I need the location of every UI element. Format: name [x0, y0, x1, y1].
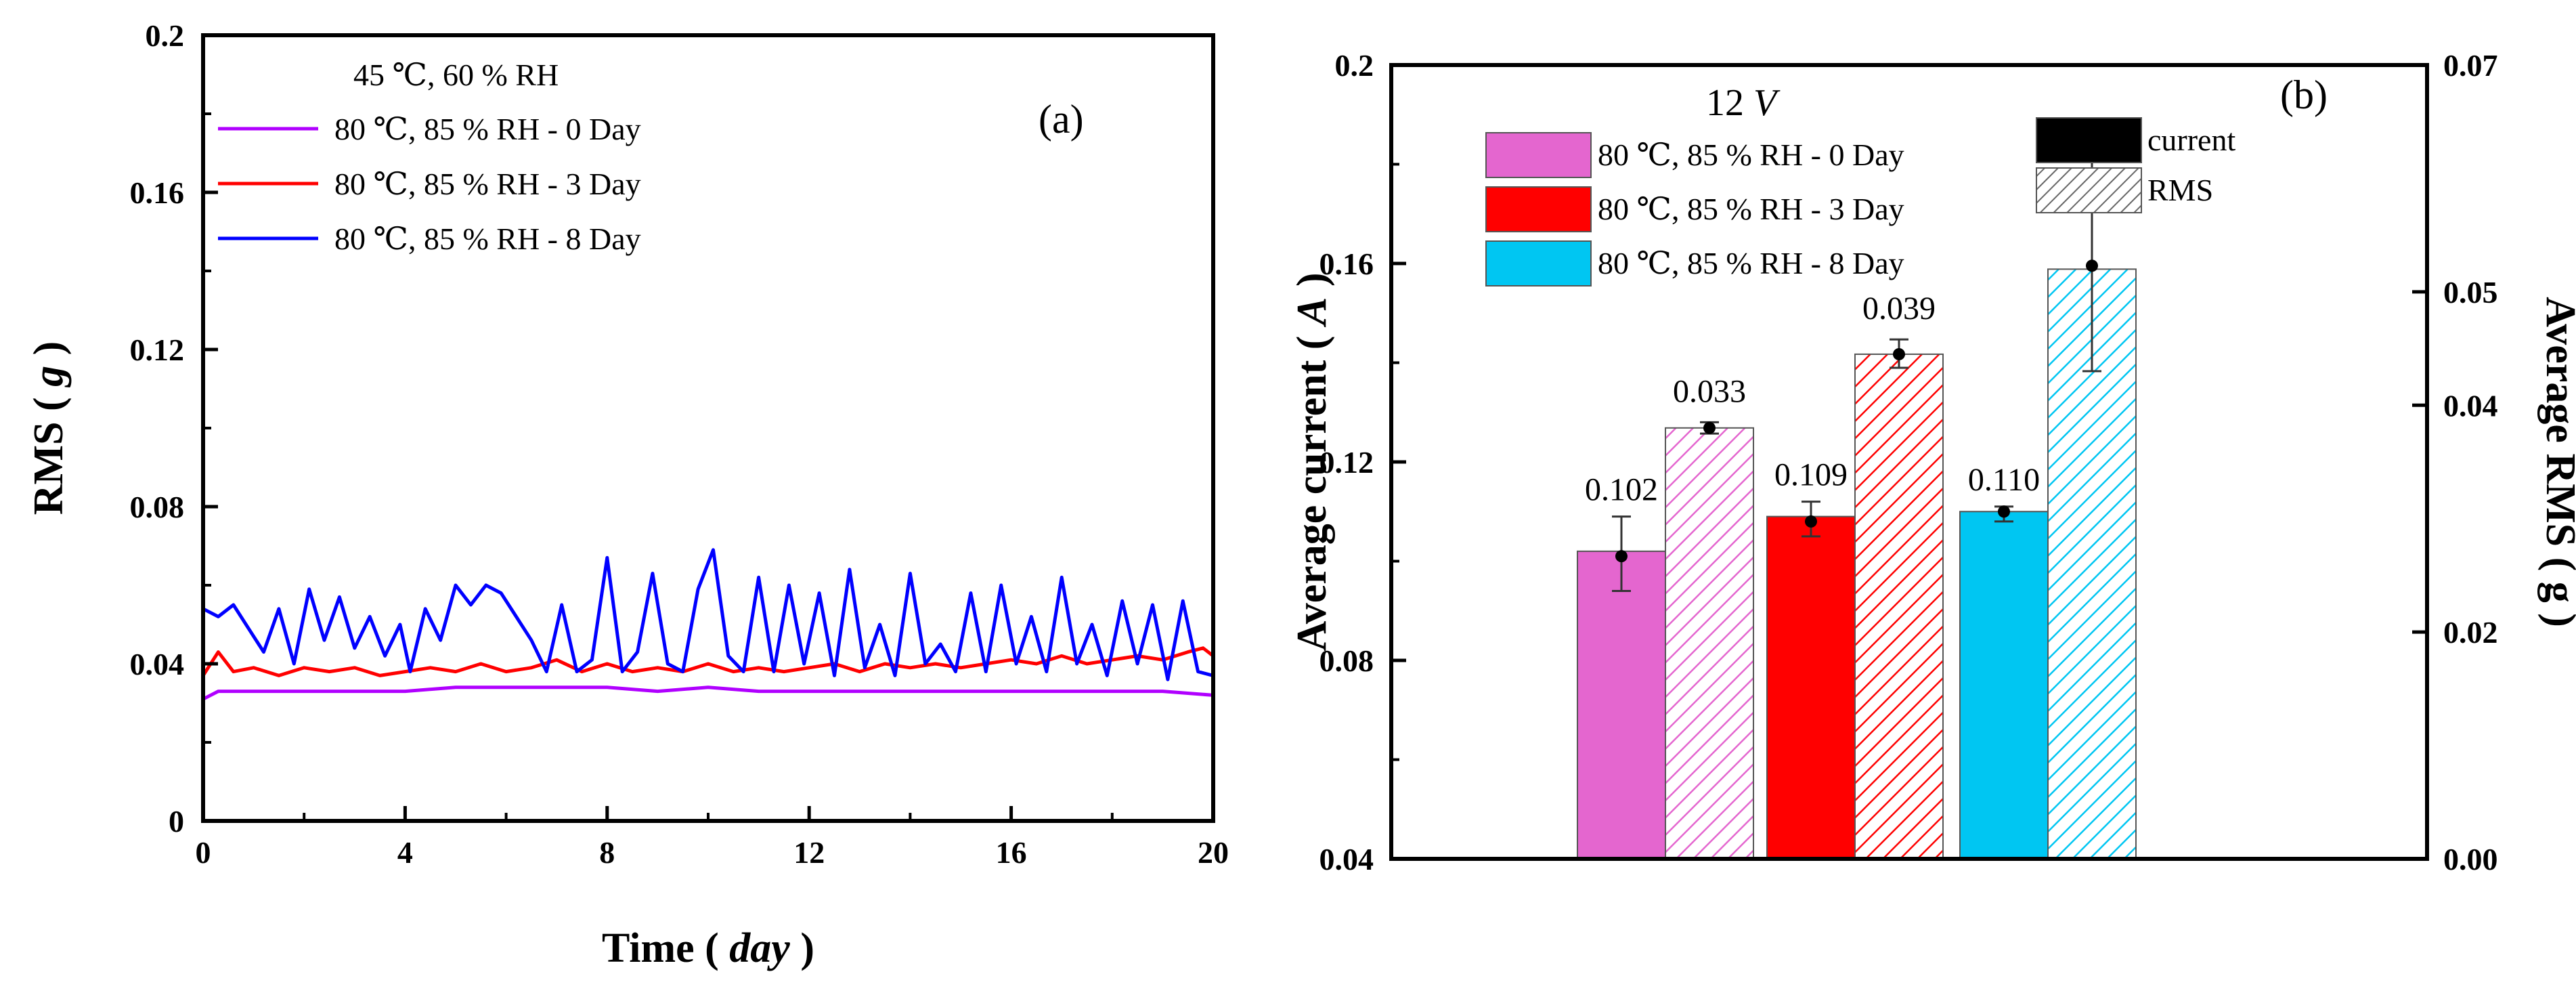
style-swatch-solid [2036, 117, 2142, 163]
current-mean-point [1998, 505, 2010, 518]
right-y-tick-label: 0.02 [2443, 615, 2498, 650]
y-tick-label: 0.08 [130, 490, 185, 524]
legend-entry-2: 80 ℃, 85 % RH - 8 Day [1598, 246, 1904, 280]
plot-frame [201, 33, 1215, 823]
current-data-label: 0.109 [1774, 457, 1848, 493]
left-y-tick-label: 0.16 [1319, 247, 1374, 281]
rms-bar-1 [1854, 353, 1944, 860]
style-legend-current: current [2147, 123, 2235, 157]
legend-title: 45 ℃, 60 % RH [353, 58, 559, 92]
y-tick-label: 0.04 [130, 647, 185, 681]
legend-swatch-1 [1485, 186, 1592, 232]
left-y-axis-ticks: 0.04 0.08 0.12 0.16 0.2 [1319, 48, 1406, 876]
rms-data-label: 0.039 [1862, 291, 1936, 326]
y-tick-label: 0.12 [130, 333, 185, 367]
legend-entry-0: 80 ℃, 85 % RH - 0 Day [334, 112, 641, 146]
legend-entry-0: 80 ℃, 85 % RH - 0 Day [1598, 137, 1904, 172]
x-tick-label: 4 [397, 835, 413, 870]
current-data-label: 0.110 [1968, 462, 2040, 498]
legend-entry-2: 80 ℃, 85 % RH - 8 Day [334, 221, 641, 256]
x-tick-label: 12 [793, 835, 825, 870]
left-y-tick-label: 0.04 [1319, 842, 1374, 876]
left-y-tick-label: 0.2 [1335, 48, 1374, 83]
right-y-tick-label: 0.04 [2443, 388, 2498, 423]
current-mean-point [1805, 515, 1817, 528]
x-axis-title: Time ( day ) [602, 925, 814, 971]
y-tick-label: 0 [169, 804, 184, 839]
right-y-tick-label: 0.00 [2443, 842, 2498, 876]
current-bar-0 [1577, 550, 1666, 860]
left-y-axis-title: Average current ( A ) [1289, 273, 1335, 652]
right-y-axis-ticks: 0.00 0.02 0.04 0.05 0.07 [2412, 48, 2498, 876]
y-axis-title: RMS ( g ) [26, 341, 72, 515]
style-swatch-hatched [2036, 167, 2142, 213]
left-y-tick-label: 0.08 [1319, 643, 1374, 678]
y-tick-label: 0.2 [146, 18, 185, 53]
legend-swatch-0 [1485, 132, 1592, 178]
legend-entry-1: 80 ℃, 85 % RH - 3 Day [334, 167, 641, 201]
legend-swatch-2 [1485, 240, 1592, 287]
x-tick-label: 0 [196, 835, 211, 870]
y-tick-label: 0.16 [130, 175, 185, 210]
right-y-tick-label: 0.07 [2443, 48, 2498, 83]
rms-mean-point [1893, 347, 1905, 360]
x-axis-ticks: 0 4 8 12 16 20 [196, 806, 1229, 870]
x-tick-label: 8 [599, 835, 615, 870]
series-line-1 [201, 646, 1215, 677]
line-chart-panel-a: 0 0.04 0.08 0.12 0.16 0.2 0 4 8 12 16 20 Time ( da… [26, 18, 1229, 971]
y-axis-ticks: 0 0.04 0.08 0.12 0.16 0.2 [130, 18, 218, 839]
current-bar-2 [1959, 511, 2049, 860]
left-y-tick-label: 0.12 [1319, 445, 1374, 480]
x-tick-label: 16 [996, 835, 1027, 870]
current-mean-point [1615, 550, 1628, 563]
x-tick-label: 20 [1198, 835, 1229, 870]
legend-b: 80 ℃, 85 % RH - 0 Day 80 ℃, 85 % RH - 3 D… [1485, 132, 1904, 287]
panel-label-a: (a) [1039, 97, 1084, 142]
chart-title: 12 V [1706, 82, 1781, 124]
current-bar-1 [1766, 515, 1856, 860]
current-data-label: 0.102 [1585, 472, 1658, 508]
legend-entry-1: 80 ℃, 85 % RH - 3 Day [1598, 192, 1904, 226]
right-y-axis-title: Average RMS ( g ) [2537, 297, 2576, 627]
rms-mean-point [2086, 259, 2098, 272]
series-line-2 [202, 548, 1214, 681]
rms-data-label: 0.033 [1673, 373, 1746, 409]
line-series-group [201, 548, 1215, 701]
legend-a: 45 ℃, 60 % RH 80 ℃, 85 % RH - 0 Day 80 ℃,… [218, 58, 641, 256]
rms-mean-point [1703, 421, 1716, 434]
panel-label-b: (b) [2280, 72, 2328, 117]
series-line-0 [202, 685, 1214, 701]
rms-bar-0 [1665, 427, 1754, 860]
style-legend-rms: RMS [2147, 173, 2213, 207]
right-y-tick-label: 0.05 [2443, 275, 2498, 310]
style-legend: current RMS [2036, 117, 2235, 213]
